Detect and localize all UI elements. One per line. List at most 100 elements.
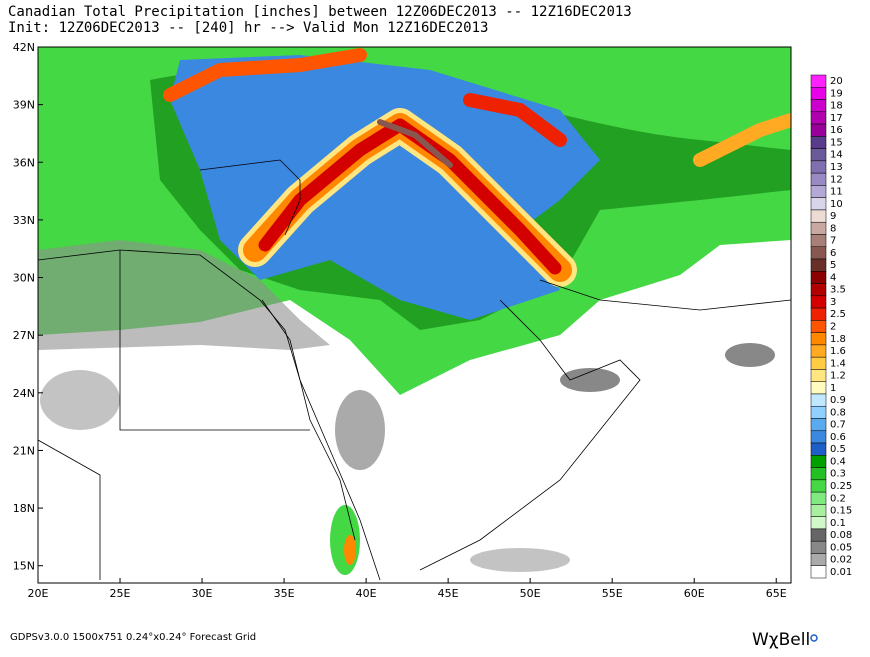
title: Canadian Total Precipitation [inches] be… [8, 4, 632, 20]
colorbar-swatch [810, 209, 827, 223]
colorbar-swatch [810, 479, 827, 493]
colorbar-swatch [810, 111, 827, 125]
colorbar-label: 0.6 [830, 432, 846, 443]
y-tick-label: 18N [13, 502, 35, 515]
colorbar-swatch [810, 553, 827, 566]
colorbar-label: 11 [830, 187, 843, 198]
colorbar-label: 7 [830, 236, 836, 247]
y-tick-label: 36N [13, 156, 35, 169]
footer-grid: GDPSv3.0.0 1500x751 0.24°x0.24° Forecast… [10, 632, 256, 643]
colorbar-swatch [810, 344, 827, 358]
y-tick-label: 15N [13, 560, 35, 573]
colorbar-label: 0.05 [830, 542, 852, 553]
colorbar: 20191817161514131211109876543.532.521.81… [810, 74, 852, 579]
colorbar-label: 13 [830, 162, 843, 173]
colorbar-label: 0.2 [830, 493, 846, 504]
colorbar-swatch [810, 221, 827, 235]
colorbar-label: 14 [830, 150, 843, 161]
y-tick-label: 42N [13, 41, 35, 54]
colorbar-label: 6 [830, 248, 836, 259]
y-tick-label: 30N [13, 272, 35, 285]
colorbar-swatch [810, 123, 827, 137]
colorbar-swatch [810, 136, 827, 149]
colorbar-swatch [810, 234, 827, 248]
colorbar-swatch [810, 540, 827, 554]
colorbar-label: 0.08 [830, 530, 852, 541]
subtitle: Init: 12Z06DEC2013 -- [240] hr --> Valid… [8, 20, 488, 36]
colorbar-label: 1.4 [830, 358, 846, 369]
coastlines [38, 159, 791, 581]
x-tick-label: 55E [602, 587, 623, 600]
colorbar-label: 0.7 [830, 420, 846, 431]
colorbar-swatch [810, 148, 827, 162]
colorbar-label: 0.5 [830, 444, 846, 455]
map: 20E 25E 30E 35E 40E 45E 50E 55E 60E 65E 15N 18N 21N 2… [13, 41, 792, 600]
y-tick-label: 27N [13, 329, 35, 342]
y-tick-label: 21N [13, 444, 35, 457]
colorbar-label: 1.2 [830, 371, 846, 382]
colorbar-label: 0.9 [830, 395, 846, 406]
colorbar-label: 5 [830, 260, 836, 271]
colorbar-swatch [810, 320, 827, 333]
colorbar-label: 3.5 [830, 285, 846, 296]
x-tick-label: 40E [356, 587, 377, 600]
x-tick-label: 45E [438, 587, 459, 600]
colorbar-swatch [810, 442, 827, 456]
colorbar-label: 0.4 [830, 456, 846, 467]
map-frame [37, 46, 792, 584]
colorbar-label: 2 [830, 322, 836, 333]
colorbar-swatch [810, 271, 827, 284]
colorbar-swatch [810, 381, 827, 395]
colorbar-swatch [810, 393, 827, 407]
colorbar-swatch [810, 283, 827, 297]
axes: 20E 25E 30E 35E 40E 45E 50E 55E 60E 65E 15N 18N 21N 2… [13, 41, 787, 600]
colorbar-label: 3 [830, 297, 836, 308]
colorbar-label: 0.25 [830, 481, 852, 492]
x-tick-label: 60E [684, 587, 705, 600]
colorbar-swatch [810, 528, 827, 542]
x-tick-label: 35E [274, 587, 295, 600]
colorbar-label: 1 [830, 383, 836, 394]
colorbar-label: 0.3 [830, 469, 846, 480]
colorbar-swatch [810, 160, 827, 174]
colorbar-swatch [810, 565, 827, 579]
colorbar-swatch [810, 246, 827, 260]
logo: WχBell [752, 630, 810, 650]
colorbar-label: 2.5 [830, 309, 846, 320]
x-tick-label: 65E [766, 587, 787, 600]
colorbar-swatch [810, 491, 827, 505]
colorbar-swatch [810, 467, 827, 481]
colorbar-swatch [810, 455, 827, 468]
y-tick-label: 24N [13, 387, 35, 400]
colorbar-swatch [810, 185, 827, 198]
colorbar-swatch [810, 369, 827, 382]
colorbar-swatch [810, 356, 827, 370]
colorbar-swatch [810, 87, 827, 100]
colorbar-label: 8 [830, 223, 836, 234]
colorbar-label: 0.02 [830, 555, 852, 566]
colorbar-label: 12 [830, 174, 843, 185]
colorbar-label: 9 [830, 211, 836, 222]
colorbar-label: 1.8 [830, 334, 846, 345]
logo-mark [810, 634, 818, 642]
y-tick-label: 33N [13, 214, 35, 227]
colorbar-swatch [810, 74, 827, 88]
colorbar-label: 0.1 [830, 518, 846, 529]
colorbar-label: 0.8 [830, 407, 846, 418]
colorbar-swatch [810, 405, 827, 419]
colorbar-swatch [810, 99, 827, 113]
colorbar-swatch [810, 516, 827, 530]
colorbar-label: 18 [830, 101, 843, 112]
colorbar-swatch [810, 430, 827, 444]
colorbar-label: 15 [830, 137, 843, 148]
colorbar-swatch [810, 172, 827, 186]
colorbar-label: 16 [830, 125, 843, 136]
colorbar-label: 4 [830, 272, 836, 283]
colorbar-swatch [810, 197, 827, 211]
colorbar-label: 1.6 [830, 346, 846, 357]
y-tick-label: 39N [13, 99, 35, 112]
colorbar-label: 17 [830, 113, 843, 124]
x-tick-label: 25E [110, 587, 131, 600]
colorbar-label: 0.01 [830, 567, 852, 578]
colorbar-swatch [810, 332, 827, 346]
